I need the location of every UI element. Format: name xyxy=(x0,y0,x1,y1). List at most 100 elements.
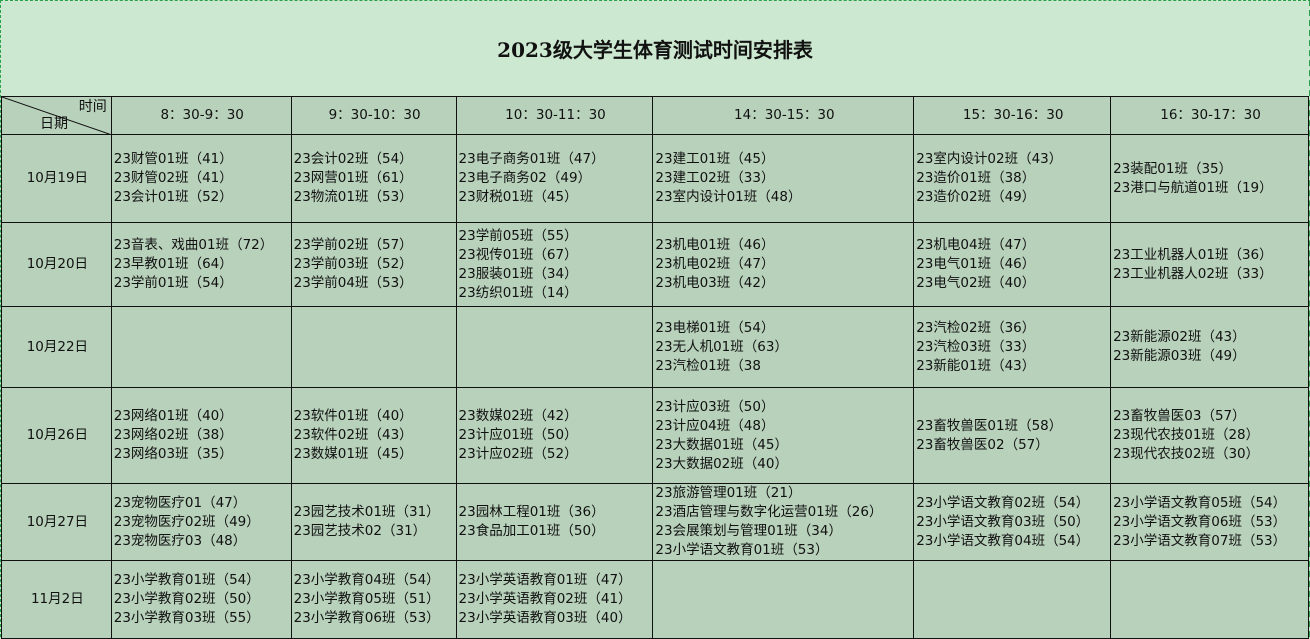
schedule-cell[interactable]: 23计应03班（50） 23计应04班（48） 23大数据01班（45） 23大数据0… xyxy=(652,387,915,484)
schedule-row: 10月22日 23电梯01班（54） 23无人机01班（63） 23汽检01班（38 2… xyxy=(1,306,1309,388)
schedule-cell[interactable]: 23工业机器人01班（36） 23工业机器人02班（33） xyxy=(1110,222,1309,307)
class-entry: 23小学教育03班（55） xyxy=(113,610,260,626)
schedule-cell[interactable] xyxy=(455,306,654,388)
schedule-cell[interactable]: 23软件01班（40） 23软件02班（43） 23数媒01班（45） xyxy=(290,387,457,484)
class-entry: 23建工01班（45） xyxy=(655,151,775,167)
class-entry: 23小学语文教育06班（53） xyxy=(1113,513,1287,530)
schedule-cell[interactable]: 23会计02班（54） 23网营01班（61） 23物流01班（53） xyxy=(290,134,457,223)
class-entry: 23学前01班（54） xyxy=(113,275,233,291)
sheet-title[interactable]: 2023级大学生体育测试时间安排表 xyxy=(1,1,1309,96)
date-cell[interactable]: 11月2日 xyxy=(1,560,112,639)
class-entry: 23数媒01班（45） xyxy=(293,446,413,462)
schedule-cell[interactable]: 23小学英语教育01班（47） 23小学英语教育02班（41） 23小学英语教育03… xyxy=(455,560,654,639)
class-entry: 23物流01班（53） xyxy=(293,189,413,205)
schedule-cell[interactable]: 23园艺技术01班（31） 23园艺技术02（31） xyxy=(290,483,457,561)
schedule-cell[interactable]: 23新能源02班（43） 23新能源03班（49） xyxy=(1110,306,1309,388)
date-cell[interactable]: 10月26日 xyxy=(1,387,112,484)
class-entry: 23服装01班（34） xyxy=(458,265,578,282)
class-entry: 23园林工程01班（36） xyxy=(458,504,605,520)
schedule-cell[interactable]: 23装配01班（35） 23港口与航道01班（19） xyxy=(1110,134,1309,223)
schedule-cell[interactable]: 23学前02班（57） 23学前03班（52） 23学前04班（53） xyxy=(290,222,457,307)
schedule-cell[interactable]: 23数媒02班（42） 23计应01班（50） 23计应02班（52） xyxy=(455,387,654,484)
class-entry: 23小学教育05班（51） xyxy=(293,591,440,607)
schedule-cell[interactable]: 23机电01班（46） 23机电02班（47） 23机电03班（42） xyxy=(652,222,915,307)
class-entry: 23计应02班（52） xyxy=(458,446,578,462)
schedule-cell[interactable]: 23畜牧兽医01班（58） 23畜牧兽医02（57） xyxy=(913,387,1112,484)
class-entry: 23室内设计01班（48） xyxy=(655,189,802,205)
class-entry: 23电梯01班（54） xyxy=(655,319,775,336)
class-entry: 23现代农技01班（28） xyxy=(1113,427,1260,443)
schedule-cell[interactable] xyxy=(913,560,1112,639)
schedule-cell[interactable] xyxy=(652,560,915,639)
schedule-row: 10月19日 23财管01班（41） 23财管02班（41） 23会计01班（52） 2… xyxy=(1,134,1309,223)
time-slot-header[interactable]: 16：30-17：30 xyxy=(1110,96,1309,135)
class-entry: 23会展策划与管理01班（34） xyxy=(655,523,842,539)
schedule-cell[interactable]: 23小学教育01班（54） 23小学教育02班（50） 23小学教育03班（55） xyxy=(110,560,292,639)
class-entry: 23小学英语教育03班（40） xyxy=(458,610,632,626)
schedule-row: 10月27日 23宠物医疗01（47） 23宠物医疗02班（49） 23宠物医疗03（… xyxy=(1,483,1309,561)
time-slot-header[interactable]: 8：30-9：30 xyxy=(110,96,292,135)
schedule-cell[interactable]: 23电梯01班（54） 23无人机01班（63） 23汽检01班（38 xyxy=(652,306,915,388)
schedule-cell[interactable]: 23机电04班（47） 23电气01班（46） 23电气02班（40） xyxy=(913,222,1112,307)
schedule-cell[interactable]: 23小学语文教育02班（54） 23小学语文教育03班（50） 23小学语文教育04… xyxy=(913,483,1112,561)
class-entry: 23小学英语教育01班（47） xyxy=(458,572,632,588)
date-cell[interactable]: 10月20日 xyxy=(1,222,112,307)
class-entry: 23小学语文教育04班（54） xyxy=(916,532,1090,549)
schedule-cell[interactable]: 23汽检02班（36） 23汽检03班（33） 23新能01班（43） xyxy=(913,306,1112,388)
time-slot-header[interactable]: 15：30-16：30 xyxy=(913,96,1112,135)
time-slot-header[interactable]: 9：30-10：30 xyxy=(290,96,457,135)
schedule-cell[interactable]: 23室内设计02班（43） 23造价01班（38） 23造价02班（49） xyxy=(913,134,1112,223)
schedule-cell[interactable] xyxy=(290,306,457,388)
class-entry: 23电子商务02（49） xyxy=(458,170,592,186)
schedule-cell[interactable]: 23园林工程01班（36） 23食品加工01班（50） xyxy=(455,483,654,561)
schedule-cell[interactable] xyxy=(1110,560,1309,639)
date-cell[interactable]: 10月27日 xyxy=(1,483,112,561)
class-entry: 23早教01班（64） xyxy=(113,256,233,272)
class-entry: 23工业机器人02班（33） xyxy=(1113,265,1273,282)
class-entry: 23会计01班（52） xyxy=(113,189,233,205)
date-cell[interactable]: 10月22日 xyxy=(1,306,112,388)
schedule-cell[interactable]: 23电子商务01班（47） 23电子商务02（49） 23财税01班（45） xyxy=(455,134,654,223)
corner-header-cell[interactable]: 时间 日期 xyxy=(1,96,112,135)
class-entry: 23大数据02班（40） xyxy=(655,455,788,472)
class-entry: 23旅游管理01班（21） xyxy=(655,485,802,501)
schedule-cell[interactable]: 23宠物医疗01（47） 23宠物医疗02班（49） 23宠物医疗03（48） xyxy=(110,483,292,561)
class-entry: 23无人机01班（63） xyxy=(655,338,788,355)
schedule-cell[interactable]: 23建工01班（45） 23建工02班（33） 23室内设计01班（48） xyxy=(652,134,915,223)
class-entry: 23学前03班（52） xyxy=(293,256,413,272)
class-entry: 23新能源02班（43） xyxy=(1113,329,1246,345)
schedule-cell[interactable]: 23小学语文教育05班（54） 23小学语文教育06班（53） 23小学语文教育07… xyxy=(1110,483,1309,561)
date-cell[interactable]: 10月19日 xyxy=(1,134,112,223)
class-entry: 23网营01班（61） xyxy=(293,170,413,186)
schedule-cell[interactable]: 23畜牧兽医03（57） 23现代农技01班（28） 23现代农技02班（30） xyxy=(1110,387,1309,484)
class-entry: 23机电04班（47） xyxy=(916,237,1036,253)
class-entry: 23计应03班（50） xyxy=(655,398,775,415)
schedule-cell[interactable]: 23音表、戏曲01班（72） 23早教01班（64） 23学前01班（54） xyxy=(110,222,292,307)
schedule-table: 时间 日期 8：30-9：30 9：30-10：30 10：30-11：30 14：3… xyxy=(1,96,1309,639)
corner-time-label: 时间 xyxy=(78,99,107,115)
schedule-cell[interactable]: 23网络01班（40） 23网络02班（38） 23网络03班（35） xyxy=(110,387,292,484)
class-entry: 23畜牧兽医01班（58） xyxy=(916,417,1063,434)
class-entry: 23机电03班（42） xyxy=(655,275,775,291)
class-entry: 23畜牧兽医03（57） xyxy=(1113,408,1246,424)
schedule-cell[interactable]: 23小学教育04班（54） 23小学教育05班（51） 23小学教育06班（53） xyxy=(290,560,457,639)
class-entry: 23畜牧兽医02（57） xyxy=(916,436,1049,453)
class-entry: 23小学语文教育05班（54） xyxy=(1113,494,1287,511)
class-entry: 23造价01班（38） xyxy=(916,170,1036,186)
schedule-cell[interactable] xyxy=(110,306,292,388)
class-entry: 23电子商务01班（47） xyxy=(458,151,605,167)
class-entry: 23软件02班（43） xyxy=(293,427,413,443)
schedule-cell[interactable]: 23旅游管理01班（21） 23酒店管理与数字化运营01班（26） 23会展策划与管… xyxy=(652,483,915,561)
schedule-row: 10月26日 23网络01班（40） 23网络02班（38） 23网络03班（35） 2… xyxy=(1,387,1309,484)
schedule-cell[interactable]: 23学前05班（55） 23视传01班（67） 23服装01班（34） 23纺织01班… xyxy=(455,222,654,307)
class-entry: 23宠物医疗01（47） xyxy=(113,494,247,511)
class-entry: 23宠物医疗02班（49） xyxy=(113,513,260,530)
schedule-cell[interactable]: 23财管01班（41） 23财管02班（41） 23会计01班（52） xyxy=(110,134,292,223)
time-slot-header[interactable]: 14：30-15：30 xyxy=(652,96,915,135)
class-entry: 23现代农技02班（30） xyxy=(1113,446,1260,462)
class-entry: 23园艺技术01班（31） xyxy=(293,504,440,520)
class-entry: 23财管02班（41） xyxy=(113,170,233,186)
class-entry: 23室内设计02班（43） xyxy=(916,151,1063,167)
class-entry: 23小学语文教育03班（50） xyxy=(916,513,1090,530)
time-slot-header[interactable]: 10：30-11：30 xyxy=(455,96,654,135)
